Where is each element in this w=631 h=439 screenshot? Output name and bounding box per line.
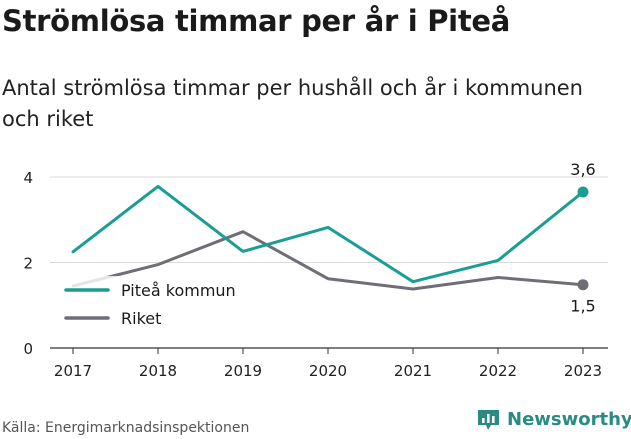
series-line-piteå-kommun — [71, 184, 585, 284]
end-label-piteå-kommun: 3,6 — [570, 160, 595, 179]
brand-logo: Newsworthy — [476, 407, 631, 432]
series-line-riket — [71, 230, 585, 291]
x-tick-label: 2021 — [394, 362, 432, 380]
x-tick-label: 2017 — [54, 362, 92, 380]
chart-subtitle: Antal strömlösa timmar per hushåll och å… — [2, 76, 583, 131]
brand-name: Newsworthy — [507, 409, 631, 430]
page-title: Strömlösa timmar per år i Piteå — [2, 4, 511, 38]
legend-label-piteå-kommun: Piteå kommun — [121, 281, 236, 300]
legend-label-riket: Riket — [121, 309, 161, 328]
line-chart: 0 2 4 2017 2018 2019 2020 2021 2022 2023 Piteå kom… — [23, 160, 608, 380]
x-tick-label: 2022 — [479, 362, 517, 380]
y-tick-label: 0 — [23, 340, 33, 358]
x-tick-label: 2019 — [224, 362, 262, 380]
end-label-riket: 1,5 — [570, 297, 595, 316]
source-note: Källa: Energimarknadsinspektionen — [2, 420, 250, 436]
y-tick-label: 4 — [23, 169, 33, 187]
newsworthy-logo-icon — [478, 410, 499, 430]
y-tick-label: 2 — [23, 255, 33, 273]
x-tick-label: 2018 — [139, 362, 177, 380]
x-tick-label: 2020 — [309, 362, 347, 380]
end-marker-piteå-kommun — [577, 186, 589, 198]
end-marker-riket — [577, 279, 589, 291]
x-tick-label: 2023 — [564, 362, 602, 380]
legend-background — [60, 276, 250, 336]
